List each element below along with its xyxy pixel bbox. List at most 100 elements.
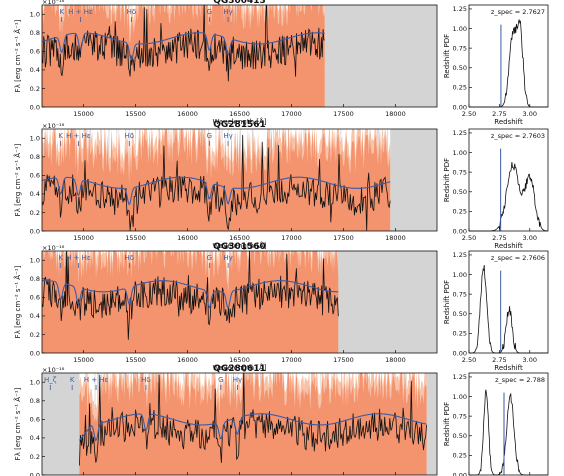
model-fill <box>42 129 391 231</box>
x-tick-label: 16000 <box>177 110 198 118</box>
spectrum-panel-4: H_ζKH + HεHδGHγ1500015500160001650017000… <box>13 364 438 476</box>
x-tick-label: 17000 <box>281 234 302 242</box>
y-tick-label: 0.4 <box>30 66 40 74</box>
plot-area <box>42 251 437 353</box>
y-tick-label: 0.25 <box>453 330 467 338</box>
y-tick-label: 1.00 <box>453 271 467 279</box>
y-tick-label: 0.8 <box>30 153 40 161</box>
line-label: H + Hε <box>66 254 91 262</box>
y-tick-label: 1.25 <box>453 251 467 259</box>
line-label: H + Hε <box>66 132 91 140</box>
y-tick-label: 0.25 <box>453 208 467 216</box>
line-label: H_ζ <box>44 376 57 384</box>
panel-title: QG301560 <box>213 242 266 252</box>
pdf-panel-1: 2.50 2.75 3.00 0.00 0.25 0.50 0.75 1.00 1.25 Reds… <box>443 4 549 126</box>
axes-frame <box>468 4 549 108</box>
x-axis-label: Wavelength [Å] <box>212 363 266 372</box>
line-label: K <box>58 132 63 140</box>
y-scale-label: ×10⁻¹⁸ <box>42 0 65 6</box>
x-tick-label: 15500 <box>125 234 146 242</box>
observed-spectrum <box>79 373 427 466</box>
y-axis-label: Fλ [erg cm⁻² s⁻¹ Å⁻¹] <box>13 387 22 460</box>
x-tick-label: 17500 <box>333 356 354 364</box>
y-axis-label: Redshift PDF <box>443 34 451 78</box>
pdf-panel-3: 2.50 2.75 3.00 0.00 0.25 0.50 0.75 1.00 1.25 Reds… <box>443 250 549 372</box>
y-tick-label: 0.6 <box>30 294 40 302</box>
y-tick-label: 0.0 <box>30 103 40 111</box>
y-tick-label: 0.2 <box>30 331 40 339</box>
y-tick-label: 0.75 <box>453 412 467 420</box>
axes-frame <box>468 250 549 354</box>
y-scale-label: ×10⁻¹⁸ <box>42 244 65 252</box>
y-tick-label: 0.8 <box>30 397 40 405</box>
x-tick-label: 2.75 <box>492 234 506 242</box>
x-tick-label: 3.00 <box>523 356 537 364</box>
y-tick-label: 0.4 <box>30 434 40 442</box>
y-tick-label: 0.6 <box>30 416 40 424</box>
y-tick-label: 1.25 <box>453 129 467 137</box>
line-label: G <box>207 254 212 262</box>
model-line <box>42 176 391 206</box>
y-tick-label: 0.4 <box>30 312 40 320</box>
line-label: Hγ <box>233 376 242 384</box>
plot-area <box>42 5 437 107</box>
line-label: K <box>58 254 63 262</box>
y-tick-label: 0.25 <box>453 84 467 92</box>
observed-spectrum <box>42 134 391 231</box>
x-tick-label: 15500 <box>125 110 146 118</box>
model-line <box>42 32 325 61</box>
y-tick-label: 0.8 <box>30 29 40 37</box>
y-tick-label: 0.75 <box>453 44 467 52</box>
x-tick-label: 2.50 <box>462 356 476 364</box>
x-tick-label: 2.50 <box>462 234 476 242</box>
y-tick-label: 0.0 <box>30 227 40 235</box>
y-axis-label: Redshift PDF <box>443 402 451 446</box>
line-label: G <box>207 132 212 140</box>
pdf-curve <box>469 19 548 108</box>
line-label: H + Hε <box>84 376 109 384</box>
y-tick-label: 0.00 <box>453 227 467 235</box>
x-axis-label: Redshift <box>494 364 523 372</box>
masked-region <box>324 5 437 107</box>
masked-region <box>390 129 437 231</box>
pdf-curve <box>469 389 548 476</box>
zspec-label: z_spec = 2.7603 <box>491 132 545 140</box>
x-tick-label: 17500 <box>333 110 354 118</box>
y-tick-label: 0.4 <box>30 190 40 198</box>
y-tick-label: 1.25 <box>453 5 467 13</box>
y-tick-label: 0.2 <box>30 453 40 461</box>
x-tick-label: 15000 <box>73 356 94 364</box>
y-tick-label: 1.00 <box>453 149 467 157</box>
axes-frame <box>468 128 549 232</box>
line-label: Hδ <box>125 254 135 262</box>
plot-area <box>42 373 437 475</box>
x-tick-label: 17000 <box>281 110 302 118</box>
zspec-label: z_spec = 2.788 <box>495 376 545 384</box>
y-tick-label: 0.00 <box>453 103 467 111</box>
y-tick-label: 0.75 <box>453 290 467 298</box>
plot-area <box>42 129 437 231</box>
spectrum-panel-1: K H + Hε Hδ G Hγ 15000 15500 16000 16500 17000 175… <box>13 0 438 126</box>
y-tick-label: 0.50 <box>453 64 467 72</box>
y-axis-label: Fλ [erg cm⁻² s⁻¹ Å⁻¹] <box>13 265 22 338</box>
line-label: Hδ <box>125 132 135 140</box>
model-line <box>78 413 427 442</box>
line-label: Hγ <box>223 132 232 140</box>
y-tick-label: 0.00 <box>453 471 467 476</box>
model-fill <box>79 373 427 475</box>
line-label: K <box>70 376 75 384</box>
x-axis-label: Wavelength [Å] <box>212 241 266 250</box>
panel-title: QG280611 <box>213 364 266 374</box>
x-tick-label: 3.00 <box>523 110 537 118</box>
pdf-panel-4: 2.502.753.000.000.250.500.751.001.25Reds… <box>443 372 549 476</box>
masked-region <box>42 373 80 475</box>
y-tick-label: 0.2 <box>30 85 40 93</box>
x-tick-label: 2.75 <box>492 356 506 364</box>
x-tick-label: 16500 <box>229 234 250 242</box>
y-tick-label: 0.0 <box>30 349 40 357</box>
masked-region <box>426 373 437 475</box>
y-axis-label: Fλ [erg cm⁻² s⁻¹ Å⁻¹] <box>13 19 22 92</box>
y-axis-label: Fλ [erg cm⁻² s⁻¹ Å⁻¹] <box>13 143 22 216</box>
panel-title: QG300413 <box>213 0 266 6</box>
